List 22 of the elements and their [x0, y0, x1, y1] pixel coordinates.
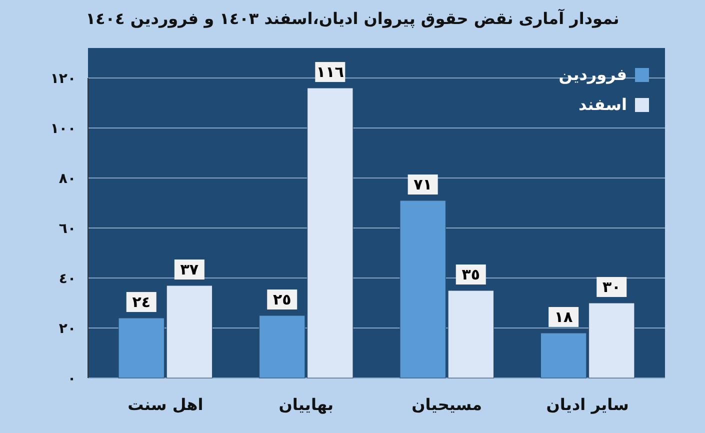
y-tick-label: ٦٠	[58, 220, 76, 237]
data-label: ٣٧	[180, 260, 199, 278]
legend-label: اسفند	[578, 95, 627, 114]
x-tick-label: بهاییان	[278, 395, 334, 414]
data-label: ١٨	[554, 308, 573, 326]
x-tick-label: مسیحیان	[412, 395, 482, 414]
legend-label: فروردین	[558, 65, 627, 84]
y-tick-label: ٨٠	[58, 170, 76, 187]
x-tick-label: سایر ادیان	[546, 395, 629, 414]
data-label: ٣٥	[462, 266, 480, 284]
data-label: ١١٦	[316, 63, 344, 81]
chart-title: نمودار آماری نقض حقوق پیروان ادیان،اسفند ١٤٠٣ و فروردین ١٤٠٤	[86, 8, 620, 28]
data-label: ٢٥	[272, 290, 292, 308]
data-label: ٣٠	[602, 278, 621, 296]
y-tick-label: ١٠٠	[50, 120, 76, 137]
y-tick-label: ٠	[67, 370, 76, 387]
y-tick-label: ٤٠	[58, 270, 76, 287]
data-label: ٢٤	[132, 293, 151, 311]
x-tick-label: اهل سنت	[128, 395, 204, 414]
y-tick-label: ١٢٠	[50, 70, 76, 87]
data-label: ٧١	[414, 176, 432, 194]
y-tick-label: ٢٠	[58, 320, 76, 337]
